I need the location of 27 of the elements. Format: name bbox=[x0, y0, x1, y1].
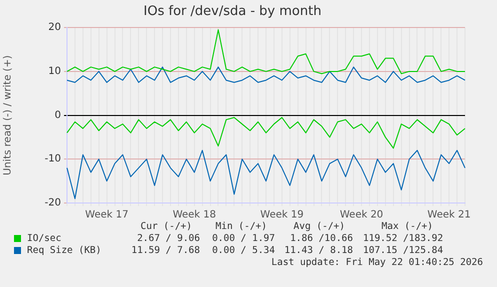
text: 11.59 / 7.68 bbox=[130, 245, 200, 256]
text: Avg (-/+) bbox=[292, 221, 345, 232]
text: 2.67 / 9.06 bbox=[136, 233, 200, 244]
x-tick-label: Week 21 bbox=[427, 210, 471, 221]
text: 0.00 / 5.34 bbox=[212, 245, 275, 256]
text: Min (-/+) bbox=[214, 221, 267, 232]
y-axis-title: Units read (-) / write (+) bbox=[2, 55, 14, 176]
text: 107.15 /125.84 bbox=[363, 245, 444, 256]
y-tick-label: 10 bbox=[48, 66, 61, 78]
y-tick-label: 0 bbox=[54, 110, 61, 121]
legend-label: IO/sec bbox=[26, 233, 62, 244]
text: Max (-/+) bbox=[380, 221, 433, 232]
chart-title: IOs for /dev/sda - by month bbox=[144, 4, 322, 20]
x-tick-label: Week 19 bbox=[260, 210, 304, 221]
x-tick-label: Week 20 bbox=[340, 210, 384, 221]
text: 11.43 / 8.18 bbox=[283, 245, 353, 256]
legend-label: Req Size (KB) bbox=[26, 245, 102, 256]
text: 0.00 / 1.97 bbox=[212, 233, 275, 244]
x-tick-label: Week 18 bbox=[172, 210, 216, 221]
y-tick-label: -20 bbox=[44, 198, 61, 209]
text: Cur (-/+) bbox=[140, 221, 192, 232]
x-tick-label: Week 17 bbox=[85, 210, 128, 221]
text: 119.52 /183.92 bbox=[363, 233, 444, 244]
text: 1.86 /10.66 bbox=[289, 233, 353, 244]
y-tick-label: 20 bbox=[48, 22, 61, 34]
y-tick-label: -10 bbox=[44, 154, 61, 165]
text: Last update: Fri May 22 01:40:25 2026 bbox=[270, 257, 483, 268]
